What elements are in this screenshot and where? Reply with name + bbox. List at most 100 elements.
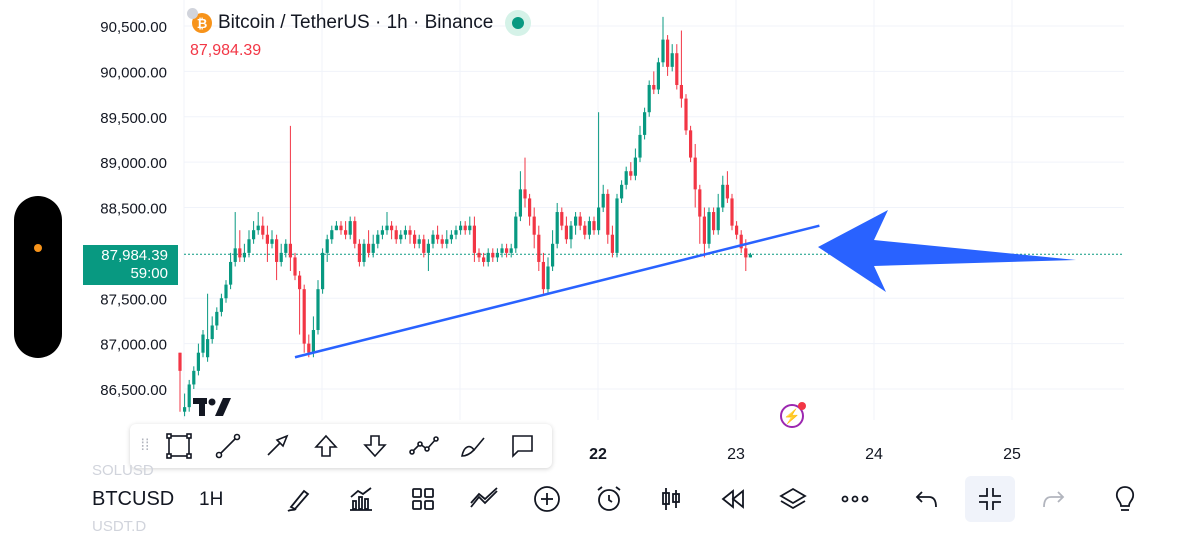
- redo-icon[interactable]: [1028, 476, 1078, 522]
- candle: [279, 243, 283, 267]
- candle: [252, 221, 256, 244]
- candle: [564, 216, 568, 244]
- candle: [574, 212, 578, 235]
- candle: [482, 252, 486, 267]
- replay-icon[interactable]: [708, 476, 758, 522]
- watchlist-previous-symbol[interactable]: SOLUSD: [92, 462, 154, 479]
- x-tick-label: 25: [1003, 446, 1021, 463]
- more-icon[interactable]: [830, 476, 880, 522]
- candle: [210, 316, 214, 344]
- idea-icon[interactable]: [1100, 476, 1150, 522]
- line-icon[interactable]: [203, 426, 252, 466]
- candles-icon[interactable]: [646, 476, 696, 522]
- candle: [518, 171, 522, 222]
- undo-icon[interactable]: [902, 476, 952, 522]
- add-icon[interactable]: [522, 476, 572, 522]
- path-icon[interactable]: [399, 426, 448, 466]
- symbol-selector[interactable]: BTCUSD: [92, 488, 175, 510]
- side-handle[interactable]: [14, 196, 62, 358]
- layers-icon[interactable]: [768, 476, 818, 522]
- candle: [491, 248, 495, 262]
- y-tick-label: 90,000.00: [100, 64, 167, 81]
- candle: [445, 230, 449, 249]
- candle: [495, 248, 499, 262]
- candle: [284, 239, 288, 258]
- candle: [698, 184, 702, 244]
- candle: [675, 44, 679, 90]
- candle: [638, 125, 642, 163]
- candle: [371, 234, 375, 258]
- candle: [592, 216, 596, 235]
- candle: [652, 71, 656, 95]
- candle: [537, 225, 541, 272]
- trendline[interactable]: [294, 224, 820, 359]
- candle: [459, 221, 463, 235]
- y-tick-label: 89,500.00: [100, 110, 167, 127]
- candle: [426, 239, 430, 272]
- candle: [288, 125, 292, 272]
- candle: [647, 80, 651, 117]
- candle: [486, 248, 490, 267]
- market-status-icon[interactable]: [505, 10, 532, 36]
- candle: [206, 293, 210, 362]
- candle: [344, 221, 348, 240]
- candle: [413, 230, 417, 249]
- compare-icon[interactable]: [460, 476, 510, 522]
- candle: [265, 225, 269, 262]
- rectangle-icon[interactable]: [154, 426, 203, 466]
- candle: [215, 307, 219, 331]
- arrow-down-icon[interactable]: [350, 426, 399, 466]
- candle: [546, 257, 550, 294]
- candle: [463, 221, 467, 235]
- arrow-up-icon[interactable]: [301, 426, 350, 466]
- candle: [707, 207, 711, 249]
- candle: [620, 180, 624, 203]
- flash-icon[interactable]: ⚡: [780, 402, 806, 428]
- candle: [689, 125, 693, 163]
- watchlist-next-symbol[interactable]: USDT.D: [92, 518, 147, 535]
- callout-icon[interactable]: [497, 426, 546, 466]
- y-tick-label: 87,500.00: [100, 291, 167, 308]
- arrow-line-icon[interactable]: [252, 426, 301, 466]
- exchange-badge-icon: [187, 8, 198, 19]
- candle: [610, 225, 614, 258]
- drag-handle-icon[interactable]: ⁞⁞: [140, 437, 150, 454]
- price-tag: 87,984.39 59:00: [83, 245, 178, 285]
- chart-header[interactable]: ₿ Bitcoin / TetherUS · 1h · Binance: [187, 8, 532, 37]
- candle: [242, 243, 246, 262]
- candle: [643, 107, 647, 140]
- candle: [183, 393, 187, 417]
- alert-icon[interactable]: [584, 476, 634, 522]
- candle: [693, 143, 697, 208]
- candle: [615, 193, 619, 258]
- price-tag-value: 87,984.39: [101, 247, 168, 264]
- candle: [219, 293, 223, 317]
- x-tick-label: 23: [727, 446, 745, 463]
- candle: [569, 221, 573, 249]
- arrow-annotation[interactable]: [818, 210, 1076, 292]
- fullscreen-exit-icon[interactable]: [965, 476, 1015, 522]
- candle: [367, 230, 371, 258]
- x-tick-label: 24: [865, 446, 883, 463]
- indicators-icon[interactable]: [336, 476, 386, 522]
- candle: [261, 216, 265, 240]
- x-tick-label: 22: [589, 446, 607, 463]
- candle: [514, 212, 518, 253]
- candle: [436, 225, 440, 244]
- candle: [362, 239, 366, 267]
- interval-selector[interactable]: 1H: [199, 489, 224, 510]
- candle: [555, 202, 559, 249]
- last-price-readout: 87,984.39: [190, 42, 262, 59]
- candle: [229, 252, 233, 290]
- brush-icon[interactable]: [274, 476, 324, 522]
- price-tag-countdown: 59:00: [130, 265, 168, 282]
- candle: [224, 280, 228, 303]
- candle: [721, 175, 725, 213]
- candle: [233, 212, 237, 267]
- y-tick-label: 87,000.00: [100, 337, 167, 354]
- candle: [422, 234, 426, 258]
- candle: [509, 243, 513, 258]
- brush-icon[interactable]: [448, 426, 497, 466]
- templates-icon[interactable]: [398, 476, 448, 522]
